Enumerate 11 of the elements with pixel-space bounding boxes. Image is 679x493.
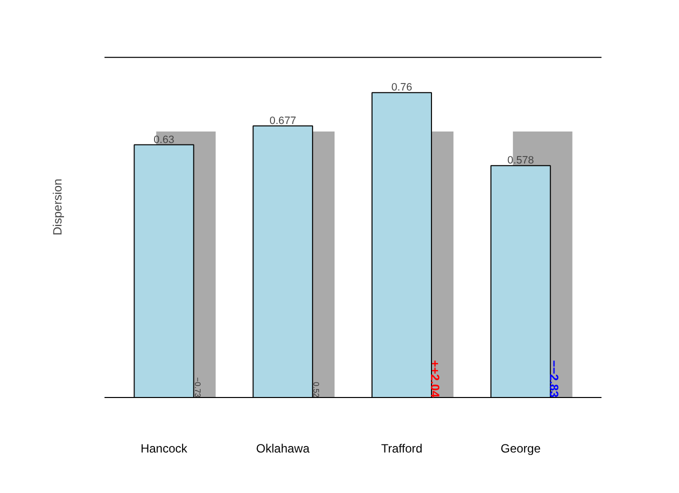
data-label: 0.76 [391,82,412,94]
x-tick-label: George [500,442,541,456]
x-tick-label: Oklahawa [256,442,310,456]
data-label: 0.677 [270,114,296,127]
y-axis-title: Dispersion [50,178,64,236]
annotation: −0.73 [192,377,202,398]
x-tick-label: Trafford [381,442,422,456]
annotation: 0.52 [312,382,321,398]
x-tick-label: Hancock [140,442,188,456]
annotation: −−2.83 [547,360,562,398]
annotation: ++2.04 [428,360,442,398]
